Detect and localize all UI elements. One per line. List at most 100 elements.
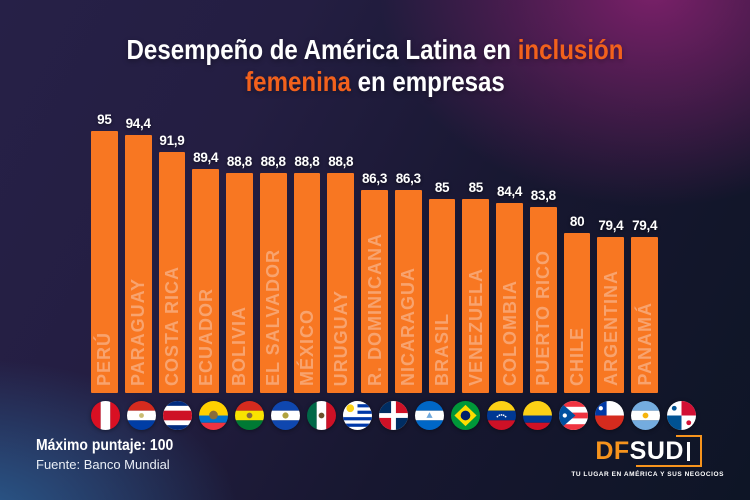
- flag-cell-el-salvador: [271, 401, 300, 430]
- bar-nicaragua: 86,3 NICARAGUA: [394, 171, 422, 393]
- bar-country-label: URUGUAY: [330, 289, 351, 386]
- title-line: Desempeño de América Latina en inclusión: [53, 34, 698, 66]
- bar-country-label: PANAMÁ: [634, 302, 655, 386]
- title-accent-text: femenina: [245, 65, 351, 97]
- flag-cell-ecuador: [199, 401, 228, 430]
- bar-value-label: 94,4: [125, 116, 151, 132]
- dfsud-logo-wordmark: DFSUD: [595, 435, 702, 468]
- bar-mexico: 88,8 MÉXICO: [293, 154, 321, 393]
- bar-country-label: ECUADOR: [195, 287, 216, 386]
- flag-cell-chile: [595, 401, 624, 430]
- bar-argentina: 79,4 ARGENTINA: [597, 218, 625, 393]
- bar-puerto-rico: 83,8 PUERTO RICO: [529, 188, 557, 393]
- flag-el-salvador-icon: [271, 401, 300, 430]
- bar-value-label: 80: [569, 214, 585, 230]
- flag-argentina-icon: [631, 401, 660, 430]
- flag-paraguay-icon: [127, 401, 156, 430]
- bar-country-label: CHILE: [567, 327, 588, 386]
- flag-cell-venezuela: [487, 401, 516, 430]
- bar-value-label: 91,9: [159, 133, 185, 149]
- bar-costa-rica: 91,9 COSTA RICA: [158, 133, 186, 393]
- bar-value-label: 89,4: [193, 150, 219, 166]
- flag-cell-argentina: [631, 401, 660, 430]
- bar-country-label: PARAGUAY: [128, 277, 149, 386]
- bar-value-label: 83,8: [530, 188, 556, 204]
- dfsud-logo: DFSUD TU LUGAR EN AMÉRICA Y SUS NEGOCIOS: [571, 435, 724, 478]
- flag-cell-colombia: [523, 401, 552, 430]
- footer-notes: Máximo puntaje: 100 Fuente: Banco Mundia…: [36, 437, 188, 472]
- bar-r-dominicana: 86,3 R. DOMINICANA: [361, 171, 388, 393]
- bar-country-label: COSTA RICA: [161, 266, 182, 386]
- bar-country-label: BRASIL: [432, 313, 453, 386]
- bar-value-label: 88,8: [226, 154, 252, 170]
- flag-cell-costa-rica: [163, 401, 192, 430]
- flag-uruguay-icon: [343, 401, 372, 430]
- flag-cell-brasil: [451, 401, 480, 430]
- bar-chile: 80 CHILE: [563, 214, 591, 393]
- flag-venezuela-icon: [487, 401, 516, 430]
- flag-cell-peru: [91, 401, 120, 430]
- flag-nicaragua-icon: [415, 401, 444, 430]
- max-score-note: Máximo puntaje: 100: [36, 437, 174, 454]
- bar-country-label: NICARAGUA: [398, 267, 419, 386]
- flag-cell-nicaragua: [415, 401, 444, 430]
- flag-bolivia-icon: [235, 401, 264, 430]
- title-text: en empresas: [350, 65, 505, 97]
- flag-cell-bolivia: [235, 401, 264, 430]
- bar-el-salvador: 88,8 EL SALVADOR: [259, 154, 287, 393]
- bar-country-label: MÉXICO: [296, 308, 317, 386]
- chart-title: Desempeño de América Latina en inclusión…: [53, 34, 698, 98]
- bar-country-label: BOLIVIA: [229, 305, 250, 386]
- bar-country-label: ARGENTINA: [600, 270, 621, 386]
- flag-cell-uruguay: [343, 401, 372, 430]
- logo-pipe-mark: [686, 442, 690, 461]
- flag-cell-r-dominicana: [379, 401, 408, 430]
- flag-ecuador-icon: [199, 401, 228, 430]
- bar-country-label: VENEZUELA: [465, 267, 486, 386]
- bar-value-label: 88,8: [260, 154, 286, 170]
- title-text: Desempeño de América Latina en: [126, 34, 518, 65]
- bar-country-label: COLOMBIA: [499, 280, 520, 386]
- bar-value-label: 79,4: [632, 218, 658, 234]
- title-accent-text: inclusión: [517, 34, 624, 65]
- logo-bracket-icon: [675, 435, 702, 467]
- flag-cell-puerto-rico: [559, 401, 588, 430]
- bar-country-label: EL SALVADOR: [263, 248, 284, 386]
- flag-r-dominicana-icon: [379, 401, 408, 430]
- bar-paraguay: 94,4 PARAGUAY: [124, 116, 152, 393]
- bar-value-label: 88,8: [328, 154, 354, 170]
- bar-value-label: 95: [97, 112, 112, 128]
- flag-panama-icon: [667, 401, 696, 430]
- bar-country-label: PUERTO RICO: [533, 250, 554, 386]
- flag-cell-panama: [667, 401, 696, 430]
- bar-value-label: 85: [468, 180, 484, 196]
- bar-value-label: 84,4: [497, 184, 523, 200]
- bar-value-label: 88,8: [294, 154, 320, 170]
- bar-bolivia: 88,8 BOLIVIA: [226, 154, 253, 393]
- bar-country-label: R. DOMINICANA: [364, 233, 385, 386]
- flag-chile-icon: [595, 401, 624, 430]
- bar-ecuador: 89,4 ECUADOR: [192, 150, 220, 393]
- bar-colombia: 84,4 COLOMBIA: [496, 184, 523, 393]
- bar-country-label: PERÚ: [94, 331, 115, 386]
- bar-value-label: 79,4: [598, 218, 624, 234]
- bar-value-label: 86,3: [361, 171, 388, 187]
- bar-uruguay: 88,8 URUGUAY: [327, 154, 355, 393]
- flag-peru-icon: [91, 401, 120, 430]
- flag-row: [91, 401, 696, 430]
- flag-mexico-icon: [307, 401, 336, 430]
- flag-colombia-icon: [523, 401, 552, 430]
- flag-puerto-rico-icon: [559, 401, 588, 430]
- logo-tagline: TU LUGAR EN AMÉRICA Y SUS NEGOCIOS: [571, 471, 724, 478]
- logo-sud-text: SUD: [629, 437, 684, 465]
- bar-venezuela: 85 VENEZUELA: [462, 180, 490, 393]
- bar-brasil: 85 BRASIL: [428, 180, 456, 393]
- bar-chart: 95 PERÚ 94,4 PARAGUAY 91,9 COSTA RICA 89,4 ECUA…: [91, 0, 659, 393]
- title-line: femenina en empresas: [53, 66, 698, 98]
- bar-peru: 95 PERÚ: [91, 112, 118, 393]
- bar-panama: 79,4 PANAMÁ: [631, 218, 659, 393]
- logo-df-text: DF: [595, 437, 630, 465]
- logo-underline-icon: [635, 464, 702, 467]
- flag-brasil-icon: [451, 401, 480, 430]
